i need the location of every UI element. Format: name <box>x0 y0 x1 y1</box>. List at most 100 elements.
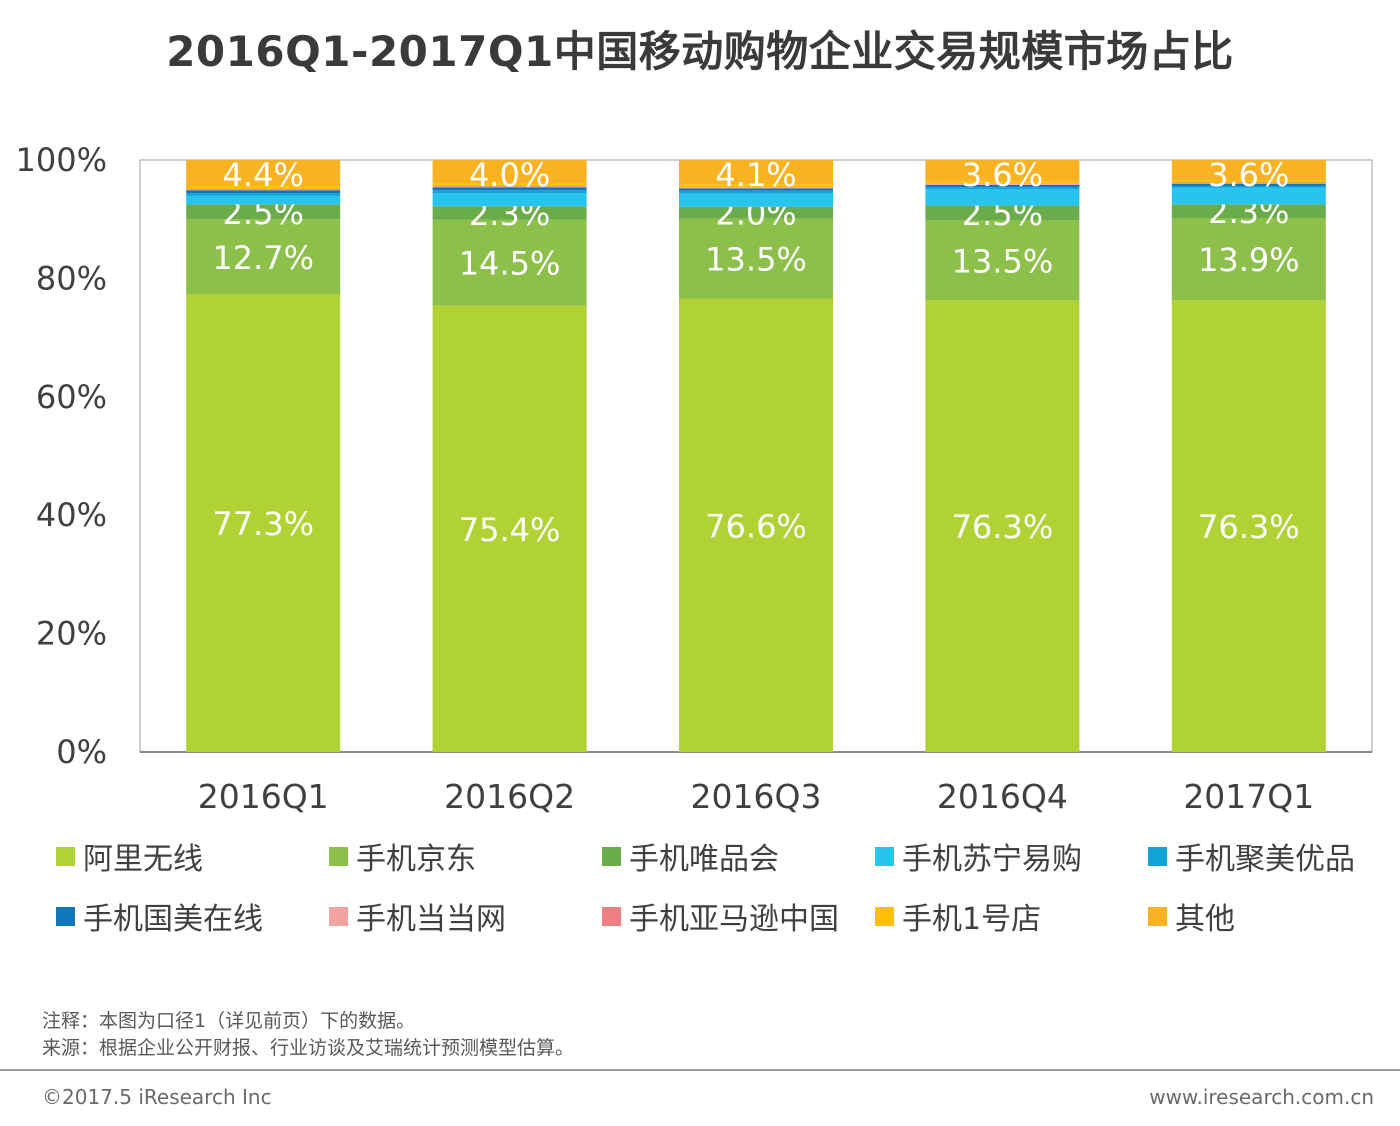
legend-swatch <box>56 846 75 866</box>
bar-segment <box>432 187 587 191</box>
legend-item: 手机苏宁易购 <box>875 834 1082 878</box>
legend-swatch <box>329 846 348 866</box>
y-tick-label: 60% <box>36 378 107 416</box>
legend-label: 手机当当网 <box>356 902 506 937</box>
bar-segment <box>925 183 1080 185</box>
bar-segment <box>1171 183 1326 187</box>
footer-website: www.iresearch.com.cn <box>1149 1085 1374 1109</box>
legend-label: 阿里无线 <box>83 842 203 877</box>
bar-segment <box>432 186 587 188</box>
legend-label: 其他 <box>1175 902 1235 937</box>
x-tick-label: 2016Q3 <box>691 777 822 816</box>
legend-item: 手机1号店 <box>875 894 1041 938</box>
bar-segment <box>186 190 341 194</box>
bar-segment <box>186 189 341 190</box>
data-label: 4.0% <box>469 156 550 194</box>
bar-segment <box>1171 160 1326 181</box>
bar-segment <box>925 205 1080 221</box>
data-label: 75.4% <box>459 511 561 549</box>
bar-segment <box>432 183 587 187</box>
legend-swatch <box>602 846 621 866</box>
y-tick-label: 0% <box>56 733 107 771</box>
legend-item: 阿里无线 <box>56 834 203 878</box>
data-label: 13.5% <box>705 241 807 279</box>
legend-item: 手机亚马逊中国 <box>602 894 839 938</box>
bar-segment <box>186 193 341 196</box>
legend-item: 手机国美在线 <box>56 894 263 938</box>
legend-label: 手机苏宁易购 <box>902 842 1082 877</box>
bar-segment <box>679 160 833 185</box>
bar-segment <box>679 218 833 299</box>
bar-segment <box>1171 204 1326 219</box>
x-tick-label: 2017Q1 <box>1183 777 1314 816</box>
bar-segment <box>1171 183 1326 184</box>
data-label: 12.7% <box>212 239 314 277</box>
bar-segment <box>186 294 341 752</box>
bar-segment <box>925 181 1080 184</box>
bar-segment <box>186 160 341 187</box>
bar-segment <box>432 160 587 184</box>
data-label: 76.6% <box>705 507 807 545</box>
bar-segment <box>1171 180 1326 183</box>
bar-segment <box>432 186 587 187</box>
footer-copyright: ©2017.5 iResearch Inc <box>42 1085 272 1109</box>
legend-label: 手机唯品会 <box>629 842 779 877</box>
x-tick-label: 2016Q2 <box>444 777 575 816</box>
bar-segment <box>432 193 587 207</box>
legend-item: 其他 <box>1148 894 1235 938</box>
bar-segment <box>432 305 587 752</box>
bar-segment <box>925 184 1080 185</box>
y-tick-label: 80% <box>36 259 107 297</box>
chart-title: 2016Q1-2017Q1中国移动购物企业交易规模市场占比 <box>166 27 1234 76</box>
legend-item: 手机京东 <box>329 834 476 878</box>
data-label: 13.9% <box>1198 241 1300 279</box>
bar-segment <box>679 187 833 189</box>
bar-segment <box>186 186 341 190</box>
bar-segment <box>186 204 341 220</box>
legend-label: 手机聚美优品 <box>1175 842 1355 877</box>
bar-segment <box>679 190 833 194</box>
note-text: 注释：本图为口径1（详见前页）下的数据。 <box>42 1010 416 1032</box>
bar-segment <box>1171 186 1326 188</box>
legend-swatch <box>56 906 75 926</box>
stacked-bar-chart: 0%20%40%60%80%100%77.3%12.7%2.5%4.4%2016… <box>16 141 1373 816</box>
legend-label: 手机1号店 <box>902 902 1042 937</box>
data-label: 14.5% <box>459 245 561 283</box>
legend-swatch <box>1148 906 1167 926</box>
bar-segment <box>925 300 1080 752</box>
bar-segment <box>925 220 1080 301</box>
bar-segment <box>432 219 587 306</box>
bar-segment <box>679 206 833 219</box>
data-label: 77.3% <box>212 505 314 543</box>
data-label: 3.6% <box>962 156 1043 194</box>
data-label: 4.1% <box>715 156 796 194</box>
legend-item: 手机唯品会 <box>602 834 779 878</box>
x-tick-label: 2016Q4 <box>937 777 1068 816</box>
legend-item: 手机聚美优品 <box>1148 834 1355 878</box>
legend-swatch <box>875 906 894 926</box>
bar-segment <box>679 188 833 191</box>
bar-segment <box>1171 300 1326 752</box>
legend-label: 手机国美在线 <box>83 902 263 937</box>
data-label: 3.6% <box>1208 156 1289 194</box>
bar-segment <box>1171 187 1326 205</box>
bar-segment <box>925 160 1080 182</box>
data-label: 13.5% <box>952 242 1054 280</box>
footer-divider <box>0 1069 1400 1071</box>
data-label: 76.3% <box>952 508 1054 546</box>
bar-segment <box>679 298 833 752</box>
chart-notes: 注释：本图为口径1（详见前页）下的数据。 来源：根据企业公开财报、行业访谈及艾瑞… <box>42 1008 574 1062</box>
bar-segment <box>186 219 341 295</box>
legend-swatch <box>329 906 348 926</box>
legend-label: 手机京东 <box>356 842 476 877</box>
bar-segment <box>679 187 833 188</box>
bar-segment <box>925 187 1080 190</box>
bar-segment <box>925 189 1080 206</box>
bar-segment <box>925 184 1080 188</box>
data-label: 4.4% <box>223 156 304 194</box>
data-label: 76.3% <box>1198 508 1300 546</box>
legend-swatch <box>602 906 621 926</box>
bar-segment <box>679 193 833 207</box>
source-text: 来源：根据企业公开财报、行业访谈及艾瑞统计预测模型估算。 <box>42 1037 575 1059</box>
bar-segment <box>186 189 341 191</box>
